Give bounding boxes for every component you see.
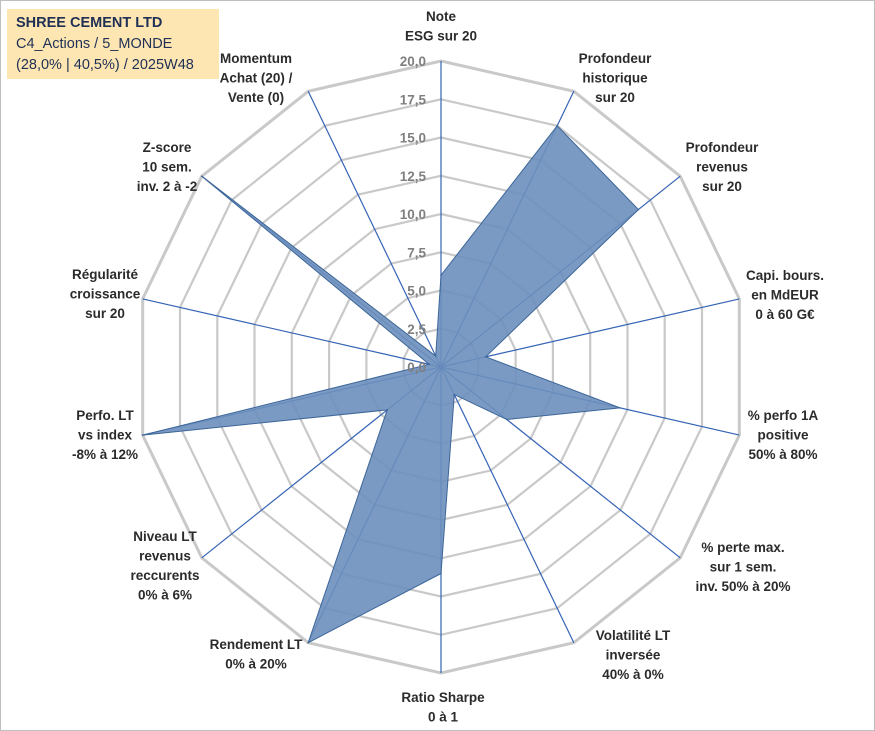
axis-label-line: Volatilité LT (596, 628, 671, 643)
axis-label: Niveau LT revenus reccurents 0% à 6% (130, 529, 199, 603)
data-point (556, 125, 558, 127)
tick-label: 10,0 (400, 207, 426, 222)
axis-label-line: 0% à 6% (138, 588, 192, 603)
axis-label-line: vs index (78, 428, 133, 443)
axis-label-line: sur 20 (702, 179, 742, 194)
axis-label-line: 40% à 0% (602, 667, 664, 682)
axis-label-line: Vente (0) (228, 90, 284, 105)
axis-labels: Note ESG sur 20 Profondeur historique sur 20… (70, 9, 824, 725)
axis-spoke (142, 298, 442, 368)
axis-label: Capi. bours. en MdEUR 0 à 60 G€ (746, 268, 824, 322)
axis-label-line: sur 20 (595, 90, 635, 105)
axis-spoke (440, 298, 740, 368)
data-point (506, 418, 508, 421)
tick-label: 2,5 (407, 322, 426, 337)
data-area-layer (141, 125, 640, 644)
data-point (141, 434, 144, 436)
axis-label-line: Régularité (72, 267, 139, 282)
axis-label: Ratio Sharpe 0 à 1 (401, 690, 485, 725)
axis-label-line: revenus (139, 549, 191, 564)
axis-label: % perfo 1A positive 50% à 80% (748, 408, 819, 462)
data-point (440, 572, 442, 575)
tick-label: 7,5 (407, 245, 426, 260)
axis-label: Rendement LT 0% à 20% (210, 637, 304, 672)
tick-label: 15,0 (400, 131, 426, 146)
axis-label-line: croissance (70, 287, 141, 302)
data-point (637, 208, 640, 211)
data-point (386, 409, 389, 411)
axis-label-line: % perfo 1A (748, 408, 819, 423)
portfolio-category: C4_Actions / 5_MONDE (16, 36, 173, 52)
axis-label-line: Z-score (143, 140, 192, 155)
axis-label-line: positive (757, 428, 809, 443)
axis-label-line: inv. 2 à -2 (137, 179, 198, 194)
axis-label-line: historique (582, 71, 648, 86)
tick-label: 12,5 (400, 169, 427, 184)
axis-label: Perfo. LT vs index -8% à 12% (72, 408, 138, 462)
axis-label-line: -8% à 12% (72, 447, 138, 462)
score-week: (28,0% | 40,5%) / 2025W48 (16, 57, 194, 73)
tick-label: 0,0 (407, 360, 426, 375)
axis-label-line: inversée (606, 648, 661, 663)
axis-label-line: Niveau LT (133, 529, 197, 544)
tick-label: 5,0 (407, 284, 426, 299)
data-point (619, 407, 621, 409)
chart-title-box: SHREE CEMENT LTD C4_Actions / 5_MONDE (2… (7, 9, 219, 79)
data-point (453, 393, 456, 396)
axis-label-line: 0% à 20% (225, 657, 287, 672)
axis-label: Note ESG sur 20 (405, 9, 477, 44)
axis-label-line: 0 à 60 G€ (755, 307, 815, 322)
axis-label-line: Capi. bours. (746, 268, 824, 283)
tick-labels: 0,0 2,5 5,0 7,5 10,0 12,5 15,0 17,5 20,0 (400, 54, 427, 375)
axis-label-line: Achat (20) / (220, 71, 293, 86)
data-point (434, 355, 437, 357)
tick-label: 17,5 (400, 92, 427, 107)
data-point (201, 175, 203, 177)
axis-label-line: Note (426, 9, 456, 24)
tick-label: 20,0 (400, 54, 426, 69)
axis-label: Volatilité LT inversée 40% à 0% (596, 628, 671, 682)
axis-label-line: Rendement LT (210, 637, 304, 652)
axis-label-line: Profondeur (579, 51, 652, 66)
company-name: SHREE CEMENT LTD (16, 15, 163, 31)
axis-label-line: inv. 50% à 20% (695, 579, 790, 594)
axis-label-line: en MdEUR (751, 288, 819, 303)
data-point (307, 641, 310, 644)
axis-label: Profondeur historique sur 20 (579, 51, 652, 105)
axis-label-line: revenus (696, 160, 748, 175)
axis-label-line: sur 1 sem. (710, 560, 777, 575)
axis-spoke (440, 366, 575, 643)
axis-label: Z-score 10 sem. inv. 2 à -2 (137, 140, 198, 194)
data-point (440, 274, 442, 277)
axis-label-line: 0 à 1 (428, 710, 459, 725)
axis-label-line: sur 20 (85, 306, 125, 321)
axis-label-line: Perfo. LT (76, 408, 134, 423)
axis-label-line: ESG sur 20 (405, 29, 477, 44)
axis-label-line: Ratio Sharpe (401, 690, 485, 705)
axis-label-line: reccurents (130, 568, 199, 583)
data-point (484, 356, 487, 358)
data-point (428, 363, 430, 366)
axis-label-line: Momentum (220, 51, 292, 66)
axis-spoke (307, 91, 442, 368)
axis-label: Régularité croissance sur 20 (70, 267, 141, 321)
axis-label: Momentum Achat (20) / Vente (0) (220, 51, 293, 105)
axis-label-line: % perte max. (701, 540, 784, 555)
axis-label: % perte max. sur 1 sem. inv. 50% à 20% (695, 540, 790, 594)
axis-label-line: 50% à 80% (748, 447, 817, 462)
axis-label: Profondeur revenus sur 20 (686, 140, 759, 194)
axis-label-line: Profondeur (686, 140, 759, 155)
axis-label-line: 10 sem. (142, 160, 192, 175)
